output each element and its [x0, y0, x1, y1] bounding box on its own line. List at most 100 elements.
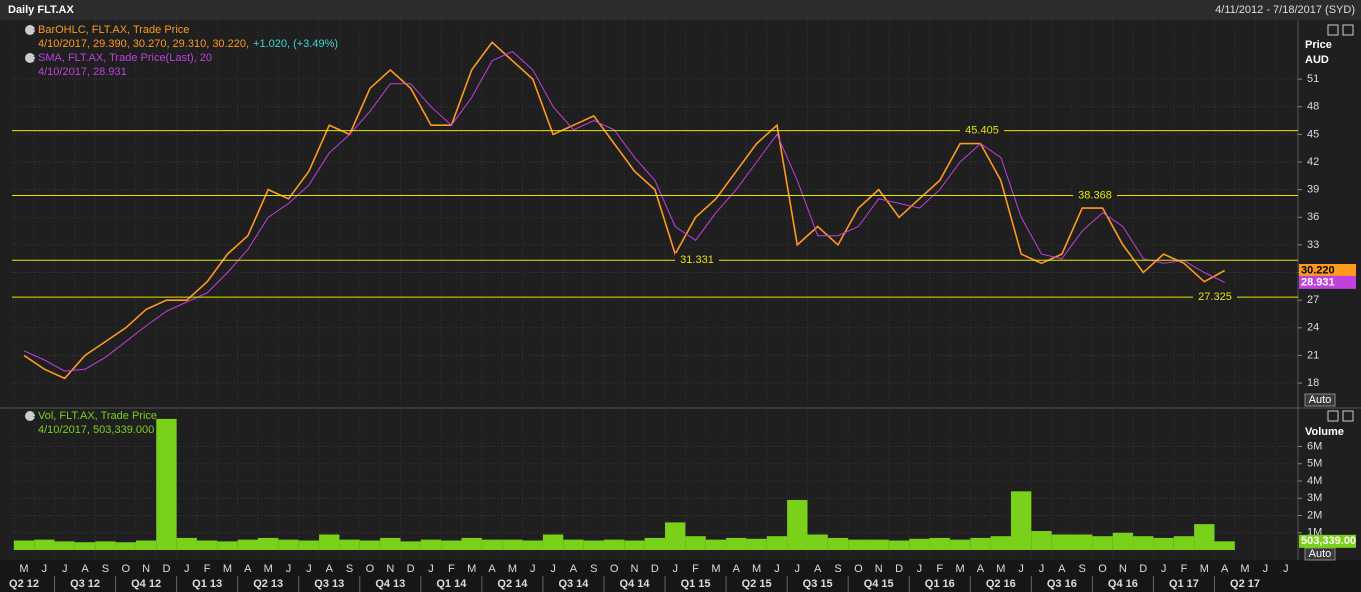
last-value-box [1299, 275, 1356, 289]
y-tick-label: 18 [1307, 377, 1319, 389]
y-tick-label: 6M [1307, 440, 1322, 452]
quarter-label: Q2 15 [742, 578, 772, 590]
volume-bar [339, 539, 360, 550]
volume-bar [1153, 537, 1174, 550]
volume-bar [583, 540, 604, 550]
x-tick-label: N [631, 563, 639, 575]
y-tick-label: 33 [1307, 239, 1319, 251]
volume-bar [1031, 531, 1052, 550]
volume-bar [1133, 536, 1154, 550]
volume-bar [34, 539, 55, 550]
legend-icon[interactable] [25, 53, 35, 63]
x-tick-label: J [62, 563, 68, 575]
volume-bar [787, 499, 808, 550]
auto-scale-button[interactable] [1304, 547, 1336, 561]
volume-bar [827, 537, 849, 550]
maximize-button[interactable] [1327, 410, 1339, 422]
x-tick-label: A [488, 563, 496, 575]
legend-icon[interactable] [25, 411, 35, 421]
x-tick-label: S [346, 563, 353, 575]
x-tick-label: D [651, 563, 659, 575]
volume-bar [481, 539, 503, 550]
quarter-label: Q3 15 [803, 578, 833, 590]
y-tick-label: 24 [1307, 322, 1319, 334]
y-axis-label: Price [1305, 39, 1332, 51]
volume-bar [766, 536, 788, 550]
quarter-label: Q2 16 [986, 578, 1016, 590]
y-tick-label: 51 [1307, 73, 1319, 85]
x-tick-label: D [407, 563, 415, 575]
level-label: 31.331 [680, 254, 714, 266]
x-tick-label: F [936, 563, 943, 575]
x-tick-label: A [570, 563, 578, 575]
volume-bar [1173, 536, 1195, 550]
y-tick-label: 27 [1307, 294, 1319, 306]
x-tick-label: S [834, 563, 841, 575]
volume-bar [74, 542, 96, 550]
x-tick-label: M [752, 563, 761, 575]
auto-scale-button[interactable] [1304, 393, 1336, 407]
close-button[interactable] [1342, 24, 1354, 36]
x-tick-label: J [795, 563, 801, 575]
quarter-label: Q1 15 [681, 578, 711, 590]
quarter-label: Q2 13 [253, 578, 283, 590]
level-label-bg [675, 253, 719, 267]
legend-name: Vol, FLT.AX, Trade Price [38, 410, 157, 422]
volume-bar [298, 540, 320, 550]
title-bar [0, 0, 1361, 20]
close-button[interactable] [1342, 410, 1354, 422]
quarter-label: Q1 13 [192, 578, 222, 590]
date-range: 4/11/2012 - 7/18/2017 (SYD) [1215, 4, 1355, 16]
legend-icon[interactable] [25, 25, 35, 35]
x-tick-label: J [1283, 563, 1289, 575]
y-tick-label: 2M [1307, 509, 1322, 521]
legend-name: BarOHLC, FLT.AX, Trade Price [38, 24, 189, 36]
quarter-label: Q2 17 [1230, 578, 1260, 590]
x-tick-label: O [366, 563, 375, 575]
x-tick-label: J [1039, 563, 1045, 575]
volume-bar [563, 539, 584, 550]
volume-bar [380, 537, 401, 550]
legend-details: 4/10/2017, 29.390, 30.270, 29.310, 30.22… [38, 38, 249, 50]
volume-bar [603, 539, 625, 550]
y-tick-label: 45 [1307, 128, 1319, 140]
legend-name: SMA, FLT.AX, Trade Price(Last), 20 [38, 52, 212, 64]
x-tick-label: A [326, 563, 334, 575]
volume-bar [156, 418, 177, 550]
volume-bar [1194, 524, 1215, 550]
volume-bar [176, 537, 197, 550]
volume-bar [13, 540, 35, 550]
volume-bar [726, 537, 747, 550]
x-tick-label: F [692, 563, 699, 575]
quarter-label: Q2 14 [497, 578, 528, 590]
last-value-box [1299, 264, 1356, 277]
x-tick-label: N [875, 563, 883, 575]
volume-bar [807, 534, 828, 550]
y-tick-label: 48 [1307, 101, 1319, 113]
x-tick-label: F [448, 563, 455, 575]
legend-details: 4/10/2017, 28.931 [38, 66, 127, 78]
volume-bar [970, 537, 991, 550]
volume-bar [217, 541, 238, 550]
volume-bar [95, 541, 116, 550]
quarter-label: Q3 14 [558, 578, 589, 590]
quarter-label: Q3 13 [314, 578, 344, 590]
x-tick-label: J [1263, 563, 1269, 575]
volume-bar [441, 540, 462, 550]
level-label-bg [1193, 290, 1237, 304]
volume-bar [868, 539, 889, 550]
maximize-button[interactable] [1327, 24, 1339, 36]
volume-bar [196, 540, 218, 550]
y-tick-label: 36 [1307, 211, 1319, 223]
x-tick-label: N [386, 563, 394, 575]
sma-line [23, 50, 1225, 372]
x-axis-band [0, 560, 1361, 592]
x-tick-label: S [1079, 563, 1086, 575]
legend-details: 4/10/2017, 503,339.000 [38, 424, 154, 436]
volume-bar [135, 540, 157, 550]
volume-bar [542, 534, 564, 550]
x-tick-label: A [1221, 563, 1229, 575]
level-label-bg [960, 123, 1004, 137]
quarter-label: Q1 17 [1169, 578, 1199, 590]
volume-bar [1010, 491, 1032, 550]
